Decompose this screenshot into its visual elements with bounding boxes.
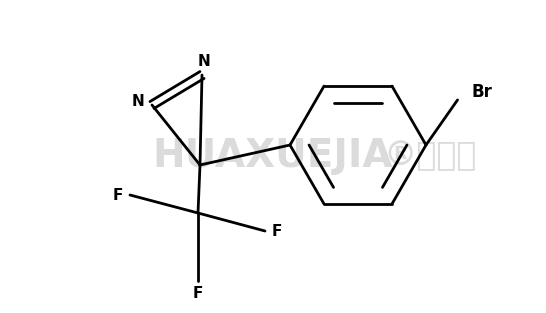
Text: ®化学加: ®化学加 xyxy=(383,140,477,172)
Text: Br: Br xyxy=(472,83,492,101)
Text: N: N xyxy=(132,94,144,109)
Text: F: F xyxy=(113,187,123,203)
Text: F: F xyxy=(193,285,203,300)
Text: HUAXUEJIA: HUAXUEJIA xyxy=(153,137,393,175)
Text: N: N xyxy=(198,54,210,69)
Text: F: F xyxy=(272,223,282,239)
